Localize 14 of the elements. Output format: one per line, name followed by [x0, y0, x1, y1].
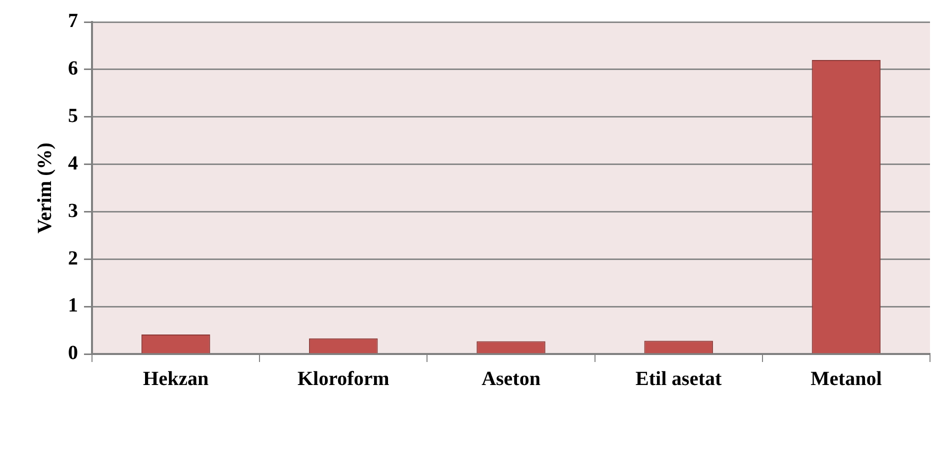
y-tick-label: 0 — [68, 342, 78, 364]
y-tick-label: 1 — [68, 294, 78, 317]
y-tick-label: 6 — [68, 58, 78, 80]
y-tick-label: 3 — [68, 200, 78, 222]
y-axis-title: Verim (%) — [34, 142, 56, 234]
x-tick-label: Metanol — [810, 368, 882, 390]
x-tick-label: Etil asetat — [636, 368, 722, 390]
y-tick-label: 2 — [68, 247, 78, 270]
y-tick-label: 5 — [68, 105, 78, 128]
y-tick-label: 7 — [68, 10, 78, 32]
y-tick-label: 4 — [68, 152, 78, 174]
x-tick-label: Hekzan — [143, 368, 209, 390]
x-tick-label: Kloroform — [297, 368, 390, 390]
x-tick-label: Aseton — [482, 368, 540, 390]
